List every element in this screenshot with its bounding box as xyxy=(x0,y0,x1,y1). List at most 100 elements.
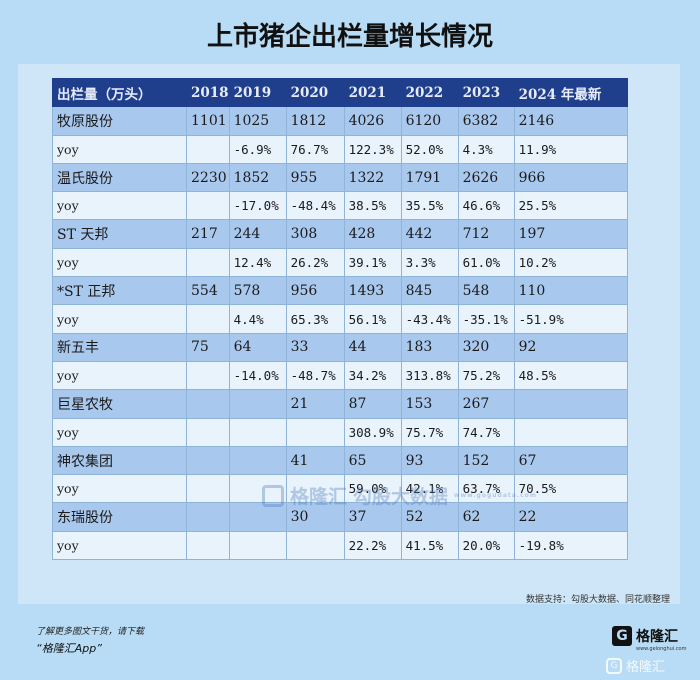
row-label-cell: 牧原股份 xyxy=(52,106,187,136)
value-cell: 548 xyxy=(457,276,515,306)
row-label-cell: yoy xyxy=(52,360,187,391)
value-cell: 244 xyxy=(228,219,287,249)
value-cell: 313.8% xyxy=(400,360,459,391)
value-cell: 428 xyxy=(343,219,402,249)
table-body: 牧原股份 1101 1025 1812 4026 6120 6382 2146 yoy -6.9%… xyxy=(52,106,628,561)
value-cell: 48.5% xyxy=(513,360,628,391)
source-note: 数据支持：勾股大数据、同花顺整理 xyxy=(525,595,670,605)
brand-url: www.gelonghui.com xyxy=(636,646,687,652)
value-cell xyxy=(186,247,230,278)
yoy-row: yoy 4.4% 65.3% 56.1% -43.4% -35.1% -51.9% xyxy=(52,304,628,334)
value-cell: 955 xyxy=(285,162,345,193)
value-cell: 20.0% xyxy=(457,530,515,561)
value-cell: 39.1% xyxy=(343,247,402,278)
value-cell xyxy=(186,134,230,164)
value-cell: 122.3% xyxy=(343,134,402,164)
row-label-cell: yoy xyxy=(52,191,187,221)
value-cell: -35.1% xyxy=(457,304,515,334)
value-cell: 56.1% xyxy=(343,304,402,334)
value-cell: 4.3% xyxy=(457,134,515,164)
value-cell: 554 xyxy=(186,276,230,306)
value-cell: 4026 xyxy=(343,106,402,136)
value-cell: 442 xyxy=(400,219,459,249)
header-cell: 2022 xyxy=(400,77,459,108)
header-cell: 2018 xyxy=(186,77,230,108)
value-cell: 12.4% xyxy=(228,247,287,278)
company-row: *ST 正邦 554 578 956 1493 845 548 110 xyxy=(52,276,628,306)
value-cell: 30 xyxy=(285,502,345,532)
company-row: 新五丰 75 64 33 44 183 320 92 xyxy=(52,332,628,362)
value-cell: 2230 xyxy=(186,162,230,193)
yoy-row: yoy -14.0% -48.7% 34.2% 313.8% 75.2% 48.5% xyxy=(52,360,628,391)
value-cell: 75 xyxy=(186,332,230,362)
value-cell: 22 xyxy=(513,502,628,532)
yoy-row: yoy 22.2% 41.5% 20.0% -19.8% xyxy=(52,530,628,561)
header-cell: 2020 xyxy=(285,77,345,108)
value-cell xyxy=(186,445,230,476)
yoy-row: yoy -17.0% -48.4% 38.5% 35.5% 46.6% 25.5% xyxy=(52,191,628,221)
header-cell: 出栏量（万头） xyxy=(52,77,187,108)
value-cell: 34.2% xyxy=(343,360,402,391)
value-cell: -43.4% xyxy=(400,304,459,334)
corner-g-icon: G xyxy=(606,657,622,674)
value-cell: 21 xyxy=(285,389,345,419)
row-label-cell: 温氏股份 xyxy=(52,162,187,193)
row-label-cell: 神农集团 xyxy=(52,445,187,476)
yoy-row: yoy 12.4% 26.2% 39.1% 3.3% 61.0% 10.2% xyxy=(52,247,628,278)
data-table: 出栏量（万头） 2018 2019 2020 2021 2022 2023 20… xyxy=(52,77,628,561)
value-cell: 64 xyxy=(228,332,287,362)
value-cell xyxy=(228,389,287,419)
row-label-cell: 巨星农牧 xyxy=(52,389,187,419)
company-row: ST 天邦 217 244 308 428 442 712 197 xyxy=(52,219,628,249)
value-cell: 63.7% xyxy=(457,474,515,504)
value-cell: 6382 xyxy=(457,106,515,136)
value-cell: 267 xyxy=(457,389,515,419)
value-cell: 10.2% xyxy=(513,247,628,278)
value-cell: 1322 xyxy=(343,162,402,193)
yoy-row: yoy 308.9% 75.7% 74.7% xyxy=(52,417,628,447)
value-cell xyxy=(513,389,628,419)
value-cell xyxy=(186,304,230,334)
row-label-cell: yoy xyxy=(52,474,187,504)
value-cell: 44 xyxy=(343,332,402,362)
value-cell xyxy=(186,502,230,532)
value-cell: 92 xyxy=(513,332,628,362)
yoy-row: yoy 59.0% 42.1% 63.7% 70.5% xyxy=(52,474,628,504)
value-cell: 93 xyxy=(400,445,459,476)
company-row: 牧原股份 1101 1025 1812 4026 6120 6382 2146 xyxy=(52,106,628,136)
value-cell xyxy=(228,417,287,447)
row-label-cell: yoy xyxy=(52,417,187,447)
value-cell: 87 xyxy=(343,389,402,419)
header-cell: 2021 xyxy=(343,77,402,108)
value-cell: 75.2% xyxy=(457,360,515,391)
value-cell: 183 xyxy=(400,332,459,362)
value-cell: 75.7% xyxy=(400,417,459,447)
promo-line-1: 了解更多图文干货，请下载 xyxy=(36,627,145,637)
value-cell: -48.7% xyxy=(285,360,345,391)
value-cell: 26.2% xyxy=(285,247,345,278)
value-cell: 6120 xyxy=(400,106,459,136)
table-header-row: 出栏量（万头） 2018 2019 2020 2021 2022 2023 20… xyxy=(52,77,628,108)
value-cell: 76.7% xyxy=(285,134,345,164)
row-label-cell: 新五丰 xyxy=(52,332,187,362)
value-cell: -14.0% xyxy=(228,360,287,391)
value-cell xyxy=(186,417,230,447)
yoy-row: yoy -6.9% 76.7% 122.3% 52.0% 4.3% 11.9% xyxy=(52,134,628,164)
value-cell: 52.0% xyxy=(400,134,459,164)
value-cell: 1101 xyxy=(186,106,230,136)
value-cell: 1025 xyxy=(228,106,287,136)
value-cell: 217 xyxy=(186,219,230,249)
value-cell: 38.5% xyxy=(343,191,402,221)
row-label-cell: yoy xyxy=(52,530,187,561)
row-label-cell: *ST 正邦 xyxy=(52,276,187,306)
value-cell xyxy=(285,530,345,561)
value-cell: 956 xyxy=(285,276,345,306)
value-cell: 1493 xyxy=(343,276,402,306)
value-cell: 65.3% xyxy=(285,304,345,334)
value-cell: 41 xyxy=(285,445,345,476)
value-cell: 35.5% xyxy=(400,191,459,221)
value-cell: 70.5% xyxy=(513,474,628,504)
value-cell: 2626 xyxy=(457,162,515,193)
value-cell: 67 xyxy=(513,445,628,476)
value-cell: 22.2% xyxy=(343,530,402,561)
